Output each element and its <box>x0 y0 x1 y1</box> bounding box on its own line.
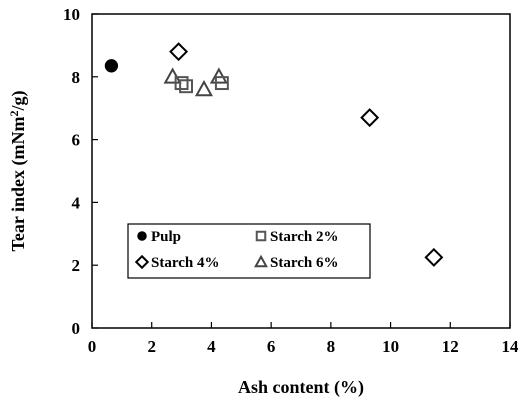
y-tick-label: 2 <box>72 256 81 275</box>
x-tick-label: 2 <box>147 337 156 356</box>
legend-label-starch-2: Starch 2% <box>270 229 338 245</box>
y-tick-label: 10 <box>63 5 80 24</box>
x-tick-label: 4 <box>207 337 216 356</box>
legend-marker-pulp <box>137 231 147 241</box>
point-starch-4 <box>360 108 380 128</box>
y-tick-label: 0 <box>72 319 81 338</box>
x-tick-label: 6 <box>267 337 276 356</box>
y-tick-label: 8 <box>72 68 81 87</box>
legend: Pulp Starch 2% Starch 4% Starch 6% <box>127 223 371 279</box>
legend-label-pulp: Pulp <box>151 229 181 245</box>
axis-ticks: 0 2 4 6 8 10 12 14 0 2 4 6 8 10 <box>63 5 518 356</box>
x-tick-label: 0 <box>88 337 97 356</box>
legend-box <box>127 223 371 279</box>
y-tick-label: 4 <box>72 193 81 212</box>
point-starch-4 <box>169 42 189 62</box>
point-starch-6 <box>209 67 228 84</box>
point-starch-2 <box>179 79 194 94</box>
legend-marker-starch-2 <box>255 230 267 242</box>
legend-label-starch-6: Starch 6% <box>270 255 338 271</box>
x-tick-label: 8 <box>327 337 336 356</box>
point-pulp <box>104 59 119 73</box>
x-tick-label: 12 <box>442 337 459 356</box>
x-tick-label: 14 <box>502 337 518 356</box>
legend-items: Pulp Starch 2% Starch 4% Starch 6% <box>134 229 338 271</box>
y-tick-label: 6 <box>72 131 81 150</box>
legend-marker-starch-4 <box>134 254 150 270</box>
point-starch-4 <box>424 247 444 267</box>
y-axis-label: Tear index (mNm2/g) <box>7 90 29 251</box>
data-markers <box>104 42 444 267</box>
point-starch-2 <box>214 76 229 91</box>
legend-label-starch-4: Starch 4% <box>151 255 219 271</box>
point-starch-6 <box>194 79 214 97</box>
x-axis-label: Ash content (%) <box>238 377 364 398</box>
plot-area <box>91 13 511 329</box>
point-starch-6 <box>163 67 182 84</box>
point-starch-2 <box>174 76 189 91</box>
x-tick-label: 10 <box>382 337 399 356</box>
legend-marker-starch-6 <box>254 254 268 268</box>
